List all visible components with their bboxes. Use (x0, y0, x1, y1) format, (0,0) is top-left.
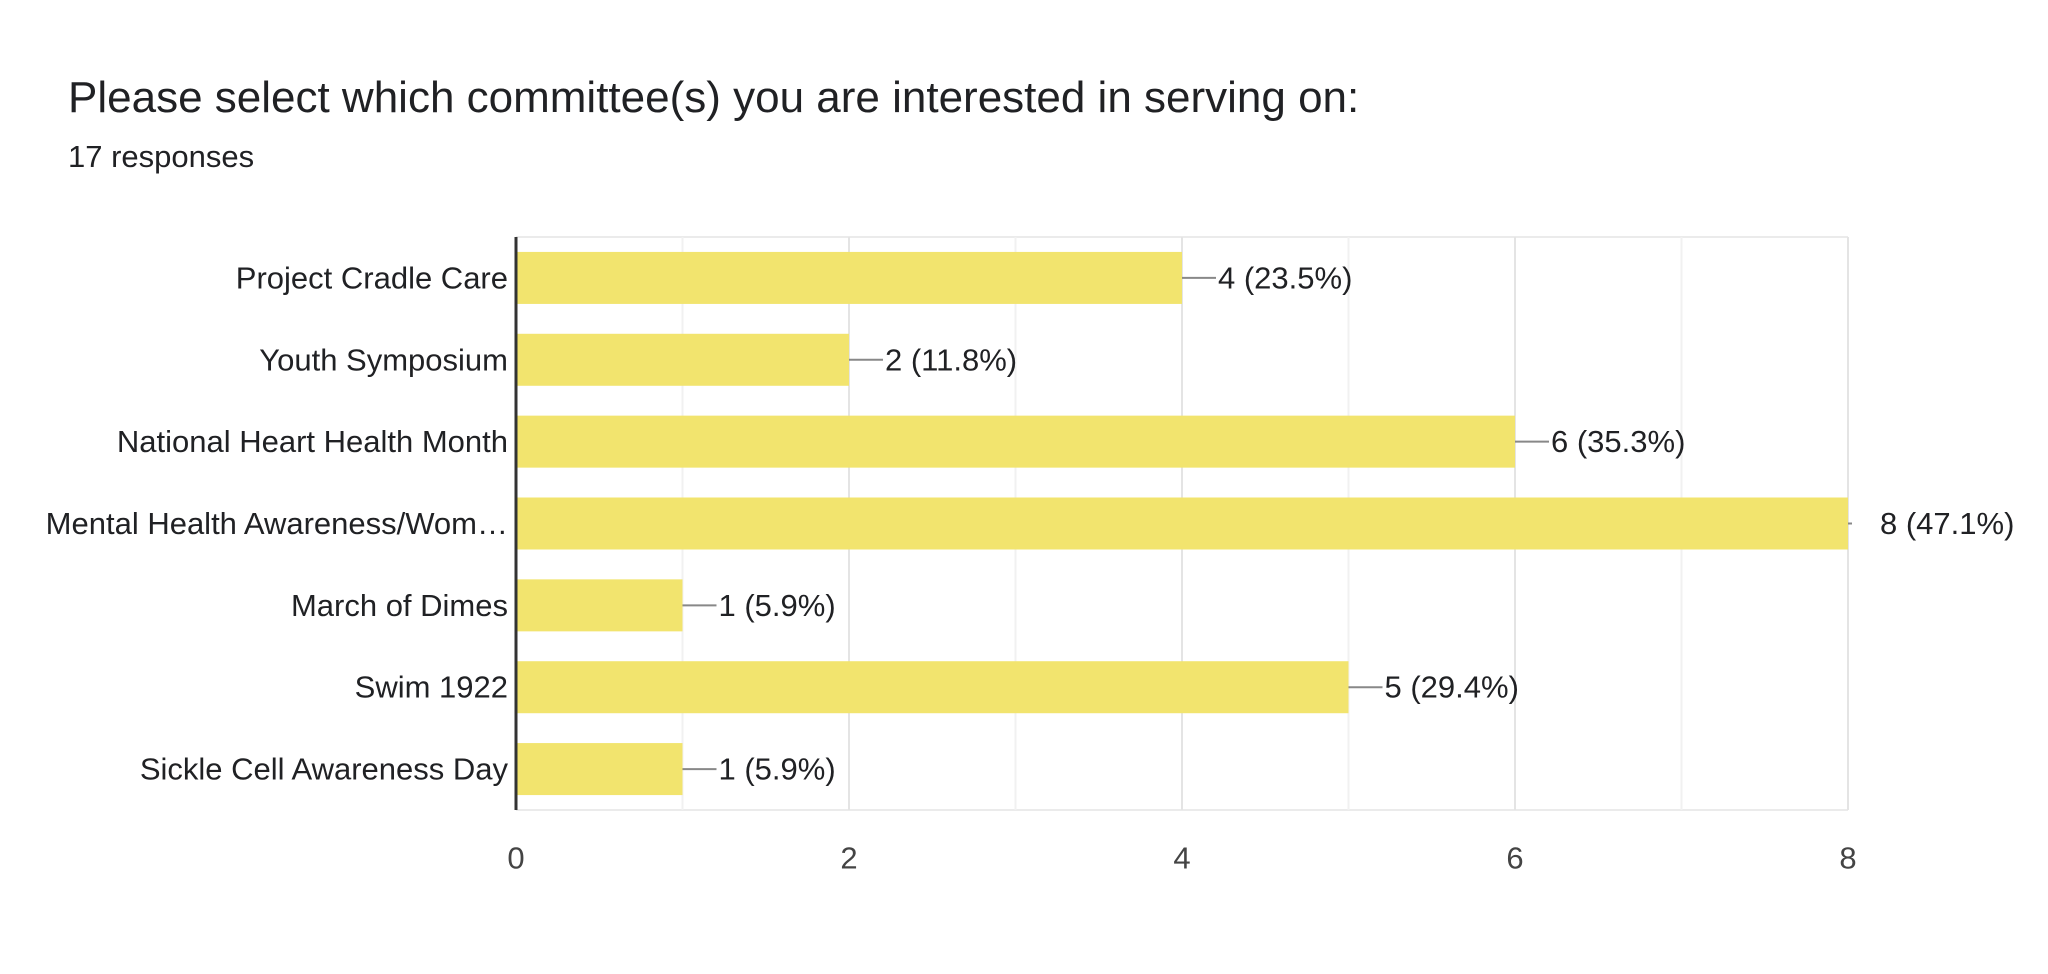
response-count: 17 responses (68, 139, 255, 174)
bar-5 (516, 661, 1349, 714)
category-label-0: Project Cradle Care (236, 260, 508, 295)
data-label-5: 5 (29.4%) (1385, 670, 1519, 705)
bar-1 (516, 333, 849, 386)
data-label-3: 8 (47.1%) (1880, 506, 2014, 541)
category-label-4: March of Dimes (291, 588, 508, 623)
bar-6 (516, 743, 683, 796)
category-label-3: Mental Health Awareness/Wom… (46, 506, 508, 541)
category-label-5: Swim 1922 (355, 670, 508, 705)
category-label-2: National Heart Health Month (117, 424, 508, 459)
data-label-0: 4 (23.5%) (1218, 260, 1352, 295)
data-label-4: 1 (5.9%) (719, 588, 836, 623)
bar-4 (516, 579, 683, 632)
x-tick-label-8: 8 (1839, 841, 1856, 876)
x-tick-label-6: 6 (1506, 841, 1523, 876)
data-label-6: 1 (5.9%) (719, 752, 836, 787)
bar-0 (516, 251, 1182, 304)
data-label-2: 6 (35.3%) (1551, 424, 1685, 459)
x-tick-label-2: 2 (840, 841, 857, 876)
chart-title: Please select which committee(s) you are… (68, 73, 1360, 122)
bar-3 (516, 497, 1848, 550)
data-label-1: 2 (11.8%) (885, 342, 1017, 377)
category-label-1: Youth Symposium (259, 342, 508, 377)
category-label-6: Sickle Cell Awareness Day (140, 752, 509, 787)
x-tick-label-0: 0 (507, 841, 524, 876)
bar-2 (516, 415, 1515, 468)
x-tick-label-4: 4 (1173, 841, 1190, 876)
